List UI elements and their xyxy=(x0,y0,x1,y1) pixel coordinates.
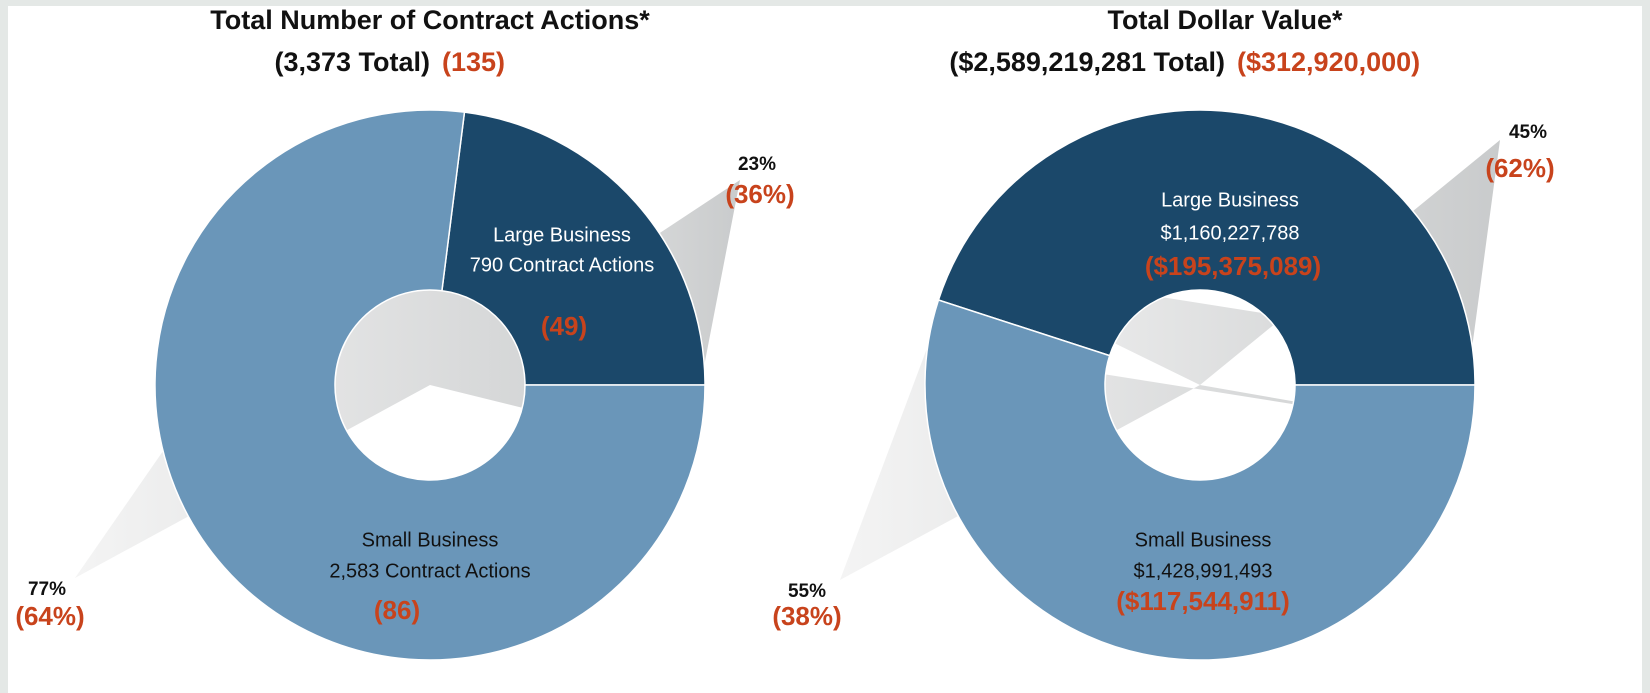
chart-title: Total Number of Contract Actions* xyxy=(210,5,650,35)
slice-highlight: (86) xyxy=(374,595,420,625)
subtitle-highlight: ($312,920,000) xyxy=(1237,47,1420,77)
donut-slice xyxy=(441,111,706,386)
donut-slice xyxy=(924,299,1476,661)
slice-detail: $1,160,227,788 xyxy=(1160,222,1299,244)
slice-percent: 77% xyxy=(28,579,66,600)
donut-slice xyxy=(154,109,706,661)
slice-highlight-percent: (38%) xyxy=(772,601,841,631)
slice-highlight: (49) xyxy=(541,311,587,341)
slice-highlight: ($195,375,089) xyxy=(1145,251,1321,281)
chart-subtitle: ($2,589,219,281 Total) xyxy=(949,47,1225,77)
slice-category: Small Business xyxy=(362,529,499,551)
chart-title: Total Dollar Value* xyxy=(1107,5,1343,35)
slice-highlight-percent: (36%) xyxy=(725,179,794,209)
slice-highlight: ($117,544,911) xyxy=(1116,586,1290,616)
slice-highlight-percent: (64%) xyxy=(15,601,84,631)
slice-percent: 45% xyxy=(1509,122,1547,143)
slice-percent: 55% xyxy=(788,581,826,602)
donut-slice xyxy=(937,109,1476,386)
subtitle-highlight: (135) xyxy=(442,47,505,77)
slice-category: Large Business xyxy=(1161,189,1299,211)
chart-subtitle: (3,373 Total) xyxy=(274,47,430,77)
slice-detail: 790 Contract Actions xyxy=(470,254,655,276)
slice-detail: $1,428,991,493 xyxy=(1133,560,1272,582)
slice-category: Large Business xyxy=(493,224,631,246)
slice-highlight-percent: (62%) xyxy=(1485,153,1554,183)
slice-category: Small Business xyxy=(1135,529,1272,551)
slice-detail: 2,583 Contract Actions xyxy=(329,560,530,582)
slice-percent: 23% xyxy=(738,154,776,175)
